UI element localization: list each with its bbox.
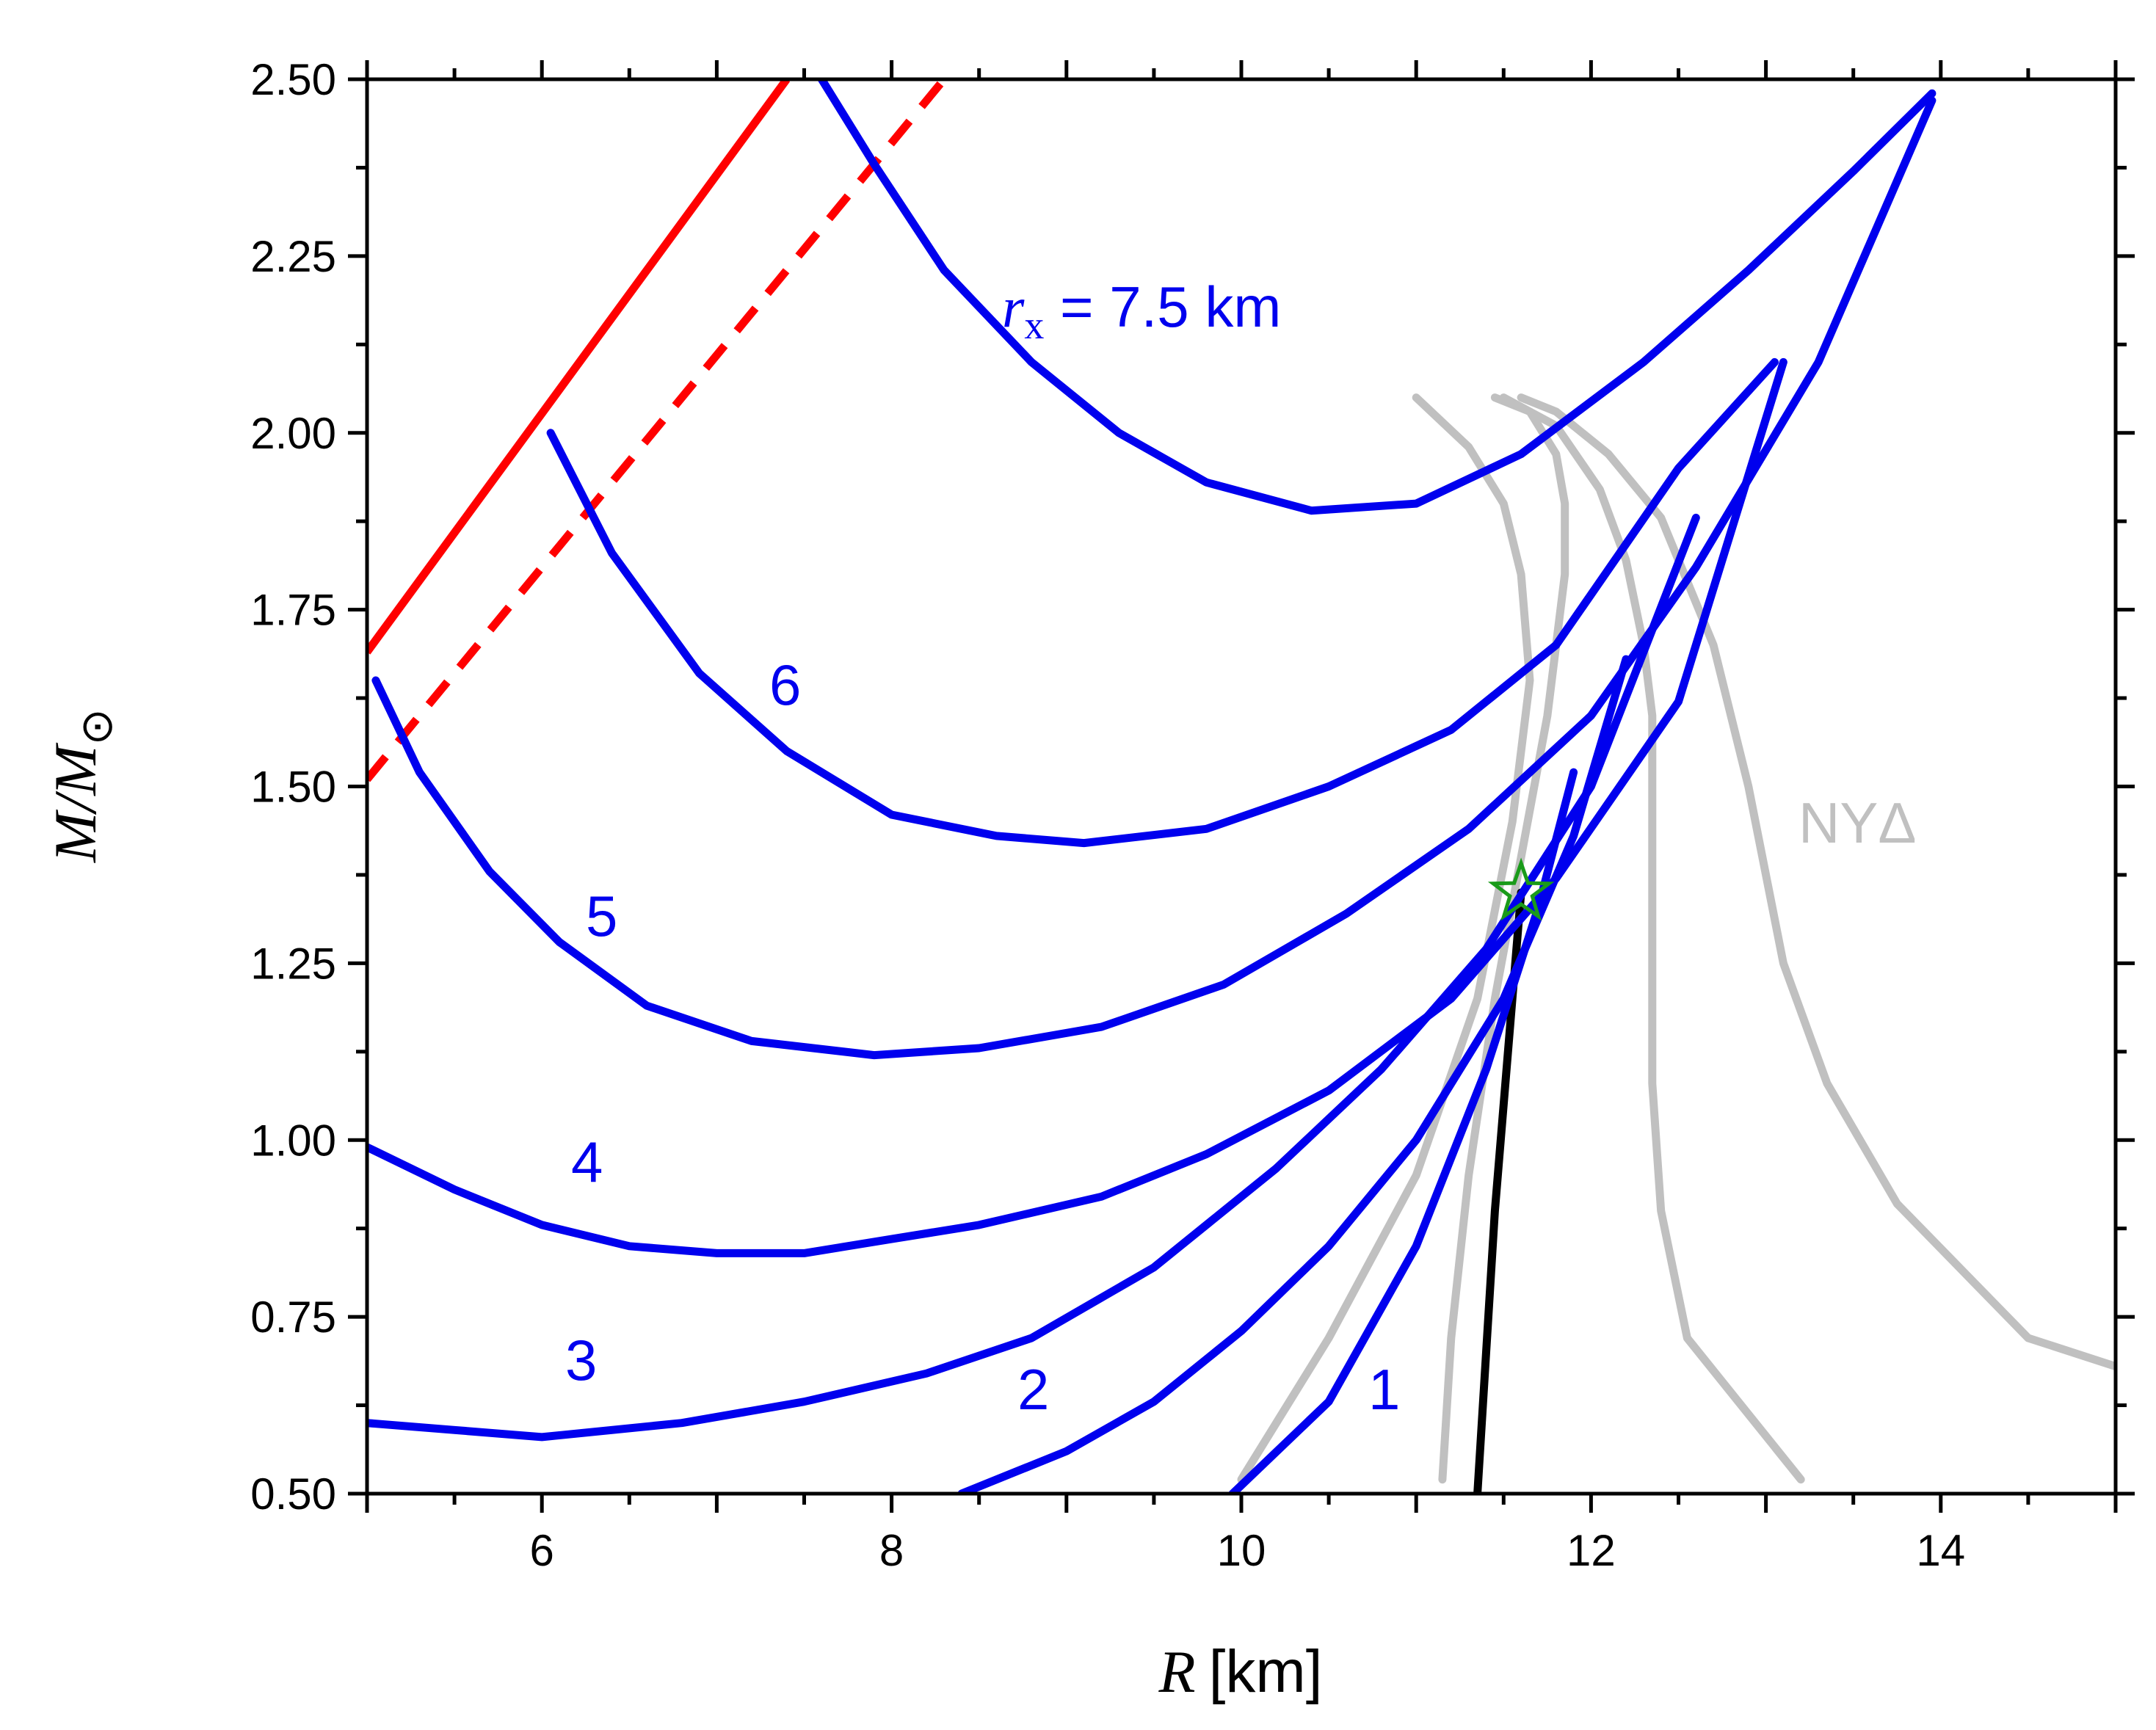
label-curve-1: 1 xyxy=(1368,1357,1400,1422)
x-tick-label: 12 xyxy=(1567,1526,1616,1575)
series-rx-4 xyxy=(367,357,1787,1257)
y-tick-label: 1.50 xyxy=(250,763,336,812)
x-tick-label: 8 xyxy=(879,1526,904,1575)
eos-curve-gray-3 xyxy=(1499,393,1805,1484)
limit-line-red-dashed xyxy=(367,79,948,782)
label-rx-rest: = 7.5 km xyxy=(1044,275,1281,339)
eos-curve-gray-1 xyxy=(1438,393,1569,1484)
y-tick-label: 2.50 xyxy=(250,55,336,104)
y-tick-label: 2.00 xyxy=(250,409,336,458)
label-curve-3: 3 xyxy=(565,1328,597,1392)
label-nyd: NYΔ xyxy=(1799,791,1916,855)
label-curve-6: 6 xyxy=(769,653,801,717)
x-tick-label: 6 xyxy=(530,1526,554,1575)
series-rx-7-5-km xyxy=(817,79,1937,515)
y-tick-label: 1.25 xyxy=(250,939,336,988)
y-axis-var: M/M xyxy=(42,742,109,863)
label-curve-5: 5 xyxy=(586,884,617,948)
label-curve-2: 2 xyxy=(1017,1357,1049,1422)
black-line xyxy=(1473,888,1525,1494)
y-tick-label: 2.25 xyxy=(250,232,336,281)
eos-curve-gray-NYD xyxy=(1517,393,2116,1371)
series-rx-6 xyxy=(546,357,1779,848)
y-tick-label: 1.00 xyxy=(250,1116,336,1165)
x-tick-label: 14 xyxy=(1916,1526,1965,1575)
eos-curve-gray-2 xyxy=(1237,393,1534,1484)
x-tick-label: 10 xyxy=(1217,1526,1266,1575)
y-axis-sub: ⊙ xyxy=(73,708,121,745)
label-curve-4: 4 xyxy=(571,1130,603,1194)
limit-line-red-solid xyxy=(367,79,791,655)
y-axis-title: M/M⊙ xyxy=(42,708,121,863)
x-axis-unit: [km] xyxy=(1209,1638,1323,1705)
label-rx-7-5: rx = 7.5 km xyxy=(1002,275,1281,347)
label-rx-var: r xyxy=(1002,275,1025,339)
label-rx-sub: x xyxy=(1024,303,1044,347)
series-rx-3 xyxy=(367,513,1700,1442)
x-axis-title: R [km] xyxy=(1158,1638,1323,1705)
star-marker xyxy=(1487,857,1555,921)
y-tick-label: 0.75 xyxy=(250,1293,336,1342)
y-tick-label: 1.75 xyxy=(250,586,336,635)
y-tick-label: 0.50 xyxy=(250,1469,336,1519)
series-rx-5 xyxy=(371,96,1937,1060)
x-axis-var: R xyxy=(1158,1638,1196,1705)
